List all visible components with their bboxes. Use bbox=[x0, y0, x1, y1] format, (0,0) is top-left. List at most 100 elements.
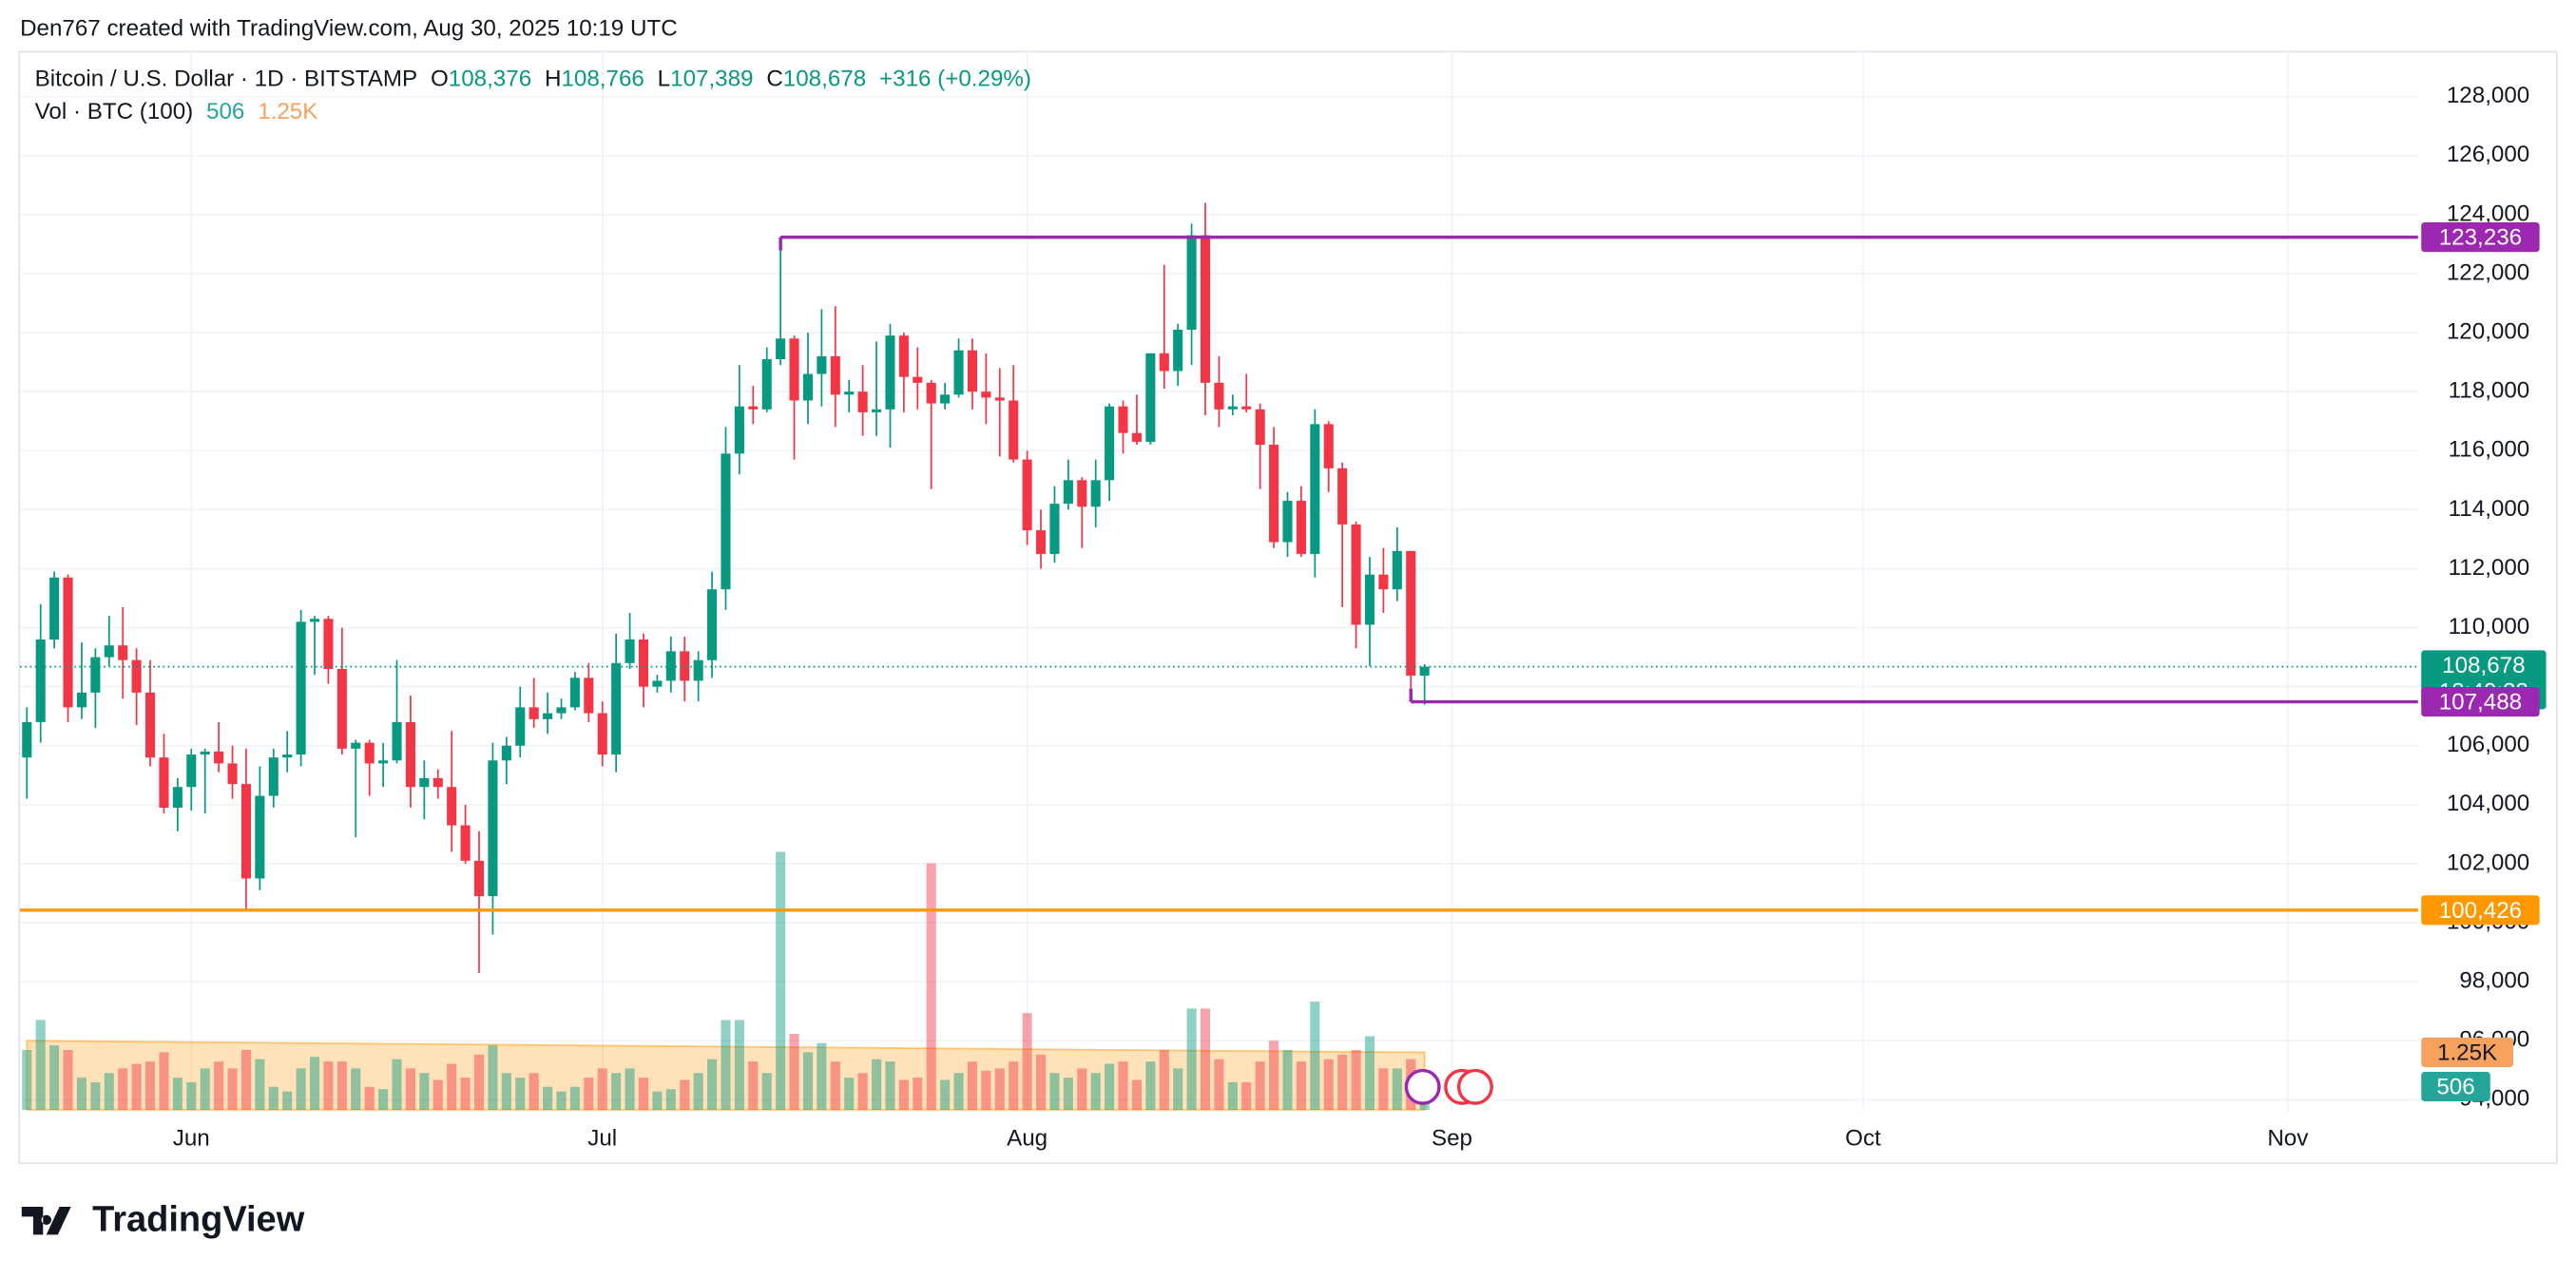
candle-body bbox=[22, 721, 32, 758]
candle-body bbox=[1022, 459, 1032, 531]
volume-bar bbox=[405, 1068, 415, 1111]
candle-body bbox=[90, 657, 101, 693]
candle-body bbox=[364, 742, 375, 764]
volume-ma-value: 1.25K bbox=[258, 100, 317, 125]
level-label: 100,426 bbox=[2439, 898, 2522, 924]
volume-bar bbox=[1186, 1008, 1197, 1111]
volume-bar bbox=[1310, 1002, 1320, 1111]
volume-bar bbox=[529, 1073, 539, 1111]
volume-bar bbox=[611, 1073, 622, 1111]
volume-bar bbox=[255, 1059, 265, 1111]
volume-bar bbox=[144, 1061, 156, 1111]
ohlc-value: 107,389 bbox=[670, 67, 753, 92]
volume-bar bbox=[885, 1061, 895, 1111]
candle-body bbox=[693, 659, 703, 681]
candle-body bbox=[323, 619, 334, 670]
y-tick-label: 112,000 bbox=[2449, 555, 2530, 581]
candle-body bbox=[200, 751, 210, 755]
candle-body bbox=[63, 577, 73, 708]
candle-body bbox=[1310, 424, 1320, 554]
volume-name: Vol · BTC (100) bbox=[35, 100, 194, 125]
candle-body bbox=[460, 825, 471, 861]
level-label: 123,236 bbox=[2439, 225, 2522, 251]
candle-body bbox=[885, 335, 895, 410]
candle-body bbox=[967, 350, 978, 392]
candle-body bbox=[1035, 530, 1047, 554]
volume-bar bbox=[63, 1049, 73, 1111]
volume-bar bbox=[1378, 1068, 1389, 1111]
y-tick-label: 124,000 bbox=[2447, 200, 2529, 226]
volume-value: 506 bbox=[206, 100, 244, 125]
candle-body bbox=[131, 659, 142, 693]
candle-body bbox=[817, 355, 827, 374]
candle-body bbox=[433, 777, 443, 788]
volume-bar bbox=[364, 1086, 375, 1111]
volume-bar bbox=[680, 1079, 690, 1111]
volume-bar bbox=[665, 1089, 676, 1111]
candle-body bbox=[1337, 468, 1348, 525]
volume-badge bbox=[2421, 1071, 2490, 1102]
volume-bar bbox=[76, 1078, 87, 1111]
y-tick-label: 110,000 bbox=[2449, 614, 2530, 640]
x-tick-label: Sep bbox=[1432, 1126, 1472, 1152]
candle-body bbox=[309, 619, 320, 622]
plot: JunJulAugSepOctNov94,00096,00098,000100,… bbox=[20, 50, 2547, 1152]
candle-body bbox=[981, 391, 991, 398]
volume-bar bbox=[748, 1061, 759, 1111]
volume-bar bbox=[1241, 1081, 1252, 1111]
candle-body bbox=[844, 391, 855, 395]
candle-body bbox=[214, 751, 224, 764]
volume-bar bbox=[994, 1068, 1005, 1111]
volume-bar bbox=[336, 1061, 347, 1111]
candle-body bbox=[159, 757, 169, 808]
volume-bar bbox=[1009, 1061, 1019, 1111]
y-tick-label: 114,000 bbox=[2449, 496, 2530, 522]
candle-body bbox=[1009, 400, 1019, 460]
level-badge bbox=[2421, 222, 2540, 253]
x-tick-label: Jul bbox=[587, 1126, 617, 1152]
candle-body bbox=[118, 645, 128, 660]
volume-bar bbox=[872, 1059, 882, 1111]
y-tick-label: 106,000 bbox=[2447, 732, 2529, 757]
candle-body bbox=[1241, 406, 1252, 410]
volume-bar bbox=[652, 1091, 663, 1111]
volume-bar bbox=[1035, 1054, 1047, 1111]
y-tick-label: 122,000 bbox=[2447, 259, 2529, 285]
volume-bar bbox=[1255, 1061, 1265, 1111]
level-label: 107,488 bbox=[2439, 690, 2522, 716]
volume-bar bbox=[473, 1054, 485, 1111]
candle-body bbox=[282, 754, 293, 758]
volume-bar bbox=[789, 1034, 799, 1111]
candle-body bbox=[296, 621, 306, 755]
candle-body bbox=[940, 394, 951, 404]
volume-bar bbox=[1227, 1081, 1238, 1111]
candle-body bbox=[1282, 501, 1293, 543]
candle-body bbox=[1269, 445, 1279, 543]
volume-bar bbox=[693, 1073, 703, 1111]
volume-bar bbox=[857, 1073, 868, 1111]
volume-ma-label: 1.25K bbox=[2437, 1040, 2497, 1066]
candle-body bbox=[707, 589, 718, 660]
ohlc-key: C bbox=[766, 67, 782, 92]
ohlc-key: O bbox=[431, 67, 449, 92]
change: +316 (+0.29%) bbox=[879, 67, 1031, 92]
volume-bar bbox=[460, 1078, 471, 1111]
volume-bar bbox=[1364, 1036, 1375, 1111]
candle-body bbox=[584, 678, 594, 714]
volume-bar bbox=[1296, 1061, 1306, 1111]
candle-body bbox=[268, 757, 279, 796]
volume-bar bbox=[625, 1068, 635, 1111]
icon bbox=[1404, 1068, 1441, 1105]
candle-body bbox=[1351, 524, 1361, 625]
x-tick-label: Nov bbox=[2267, 1126, 2308, 1152]
logo: TradingView bbox=[21, 1200, 305, 1240]
volume-bar bbox=[898, 1079, 909, 1111]
candle-body bbox=[569, 678, 580, 708]
volume-bar bbox=[1022, 1013, 1032, 1111]
volume-ma-area bbox=[26, 1040, 1426, 1111]
x-tick-label: Jun bbox=[173, 1126, 210, 1152]
volume-ma-badge bbox=[2421, 1037, 2513, 1067]
level-badge bbox=[2421, 687, 2540, 717]
